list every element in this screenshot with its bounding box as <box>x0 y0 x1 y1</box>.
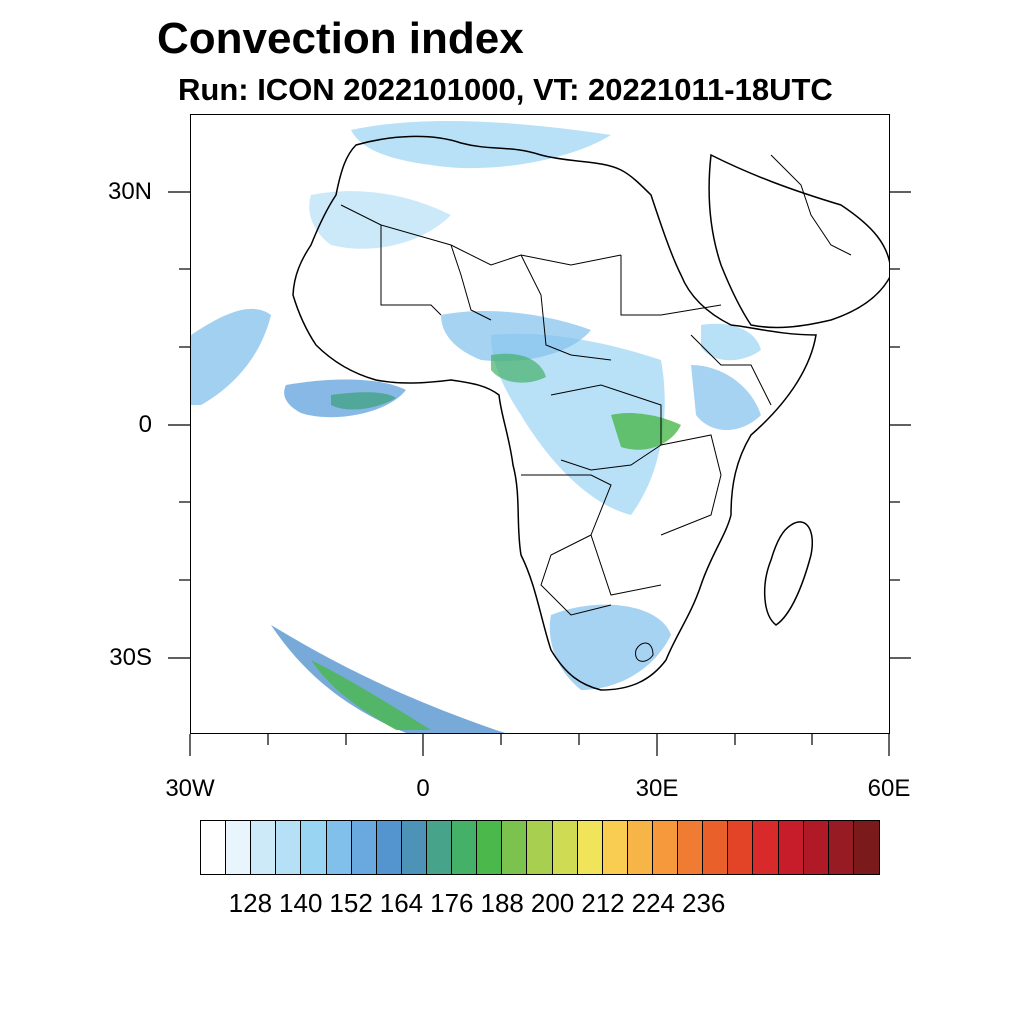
legend-swatch <box>226 821 252 874</box>
border-line <box>450 244 492 321</box>
africa-map <box>191 120 889 733</box>
legend-swatch <box>552 821 578 874</box>
africa-coastline <box>292 135 817 691</box>
legend-swatch <box>678 821 704 874</box>
shade-south-africa <box>549 604 671 690</box>
legend-swatch <box>803 821 829 874</box>
legend-label: 188 <box>480 888 524 918</box>
x-tick-label: 30W <box>165 775 215 802</box>
legend-swatch <box>201 821 227 874</box>
x-tick-label: 60E <box>867 775 911 802</box>
legend-label: 140 <box>279 888 323 918</box>
legend-swatch <box>401 821 427 874</box>
border-line <box>620 255 722 316</box>
legend-label: 224 <box>631 888 676 918</box>
border-line <box>635 642 654 662</box>
legend-swatch <box>728 821 754 874</box>
legend-swatch <box>477 821 503 874</box>
y-tick-label: 30S <box>109 644 152 671</box>
chart-subtitle: Run: ICON 2022101000, VT: 20221011-18UTC <box>178 72 833 107</box>
legend-swatch <box>703 821 729 874</box>
legend-swatch <box>627 821 653 874</box>
shade-ethiopia <box>701 323 761 361</box>
legend-label: 176 <box>430 888 474 918</box>
legend-swatch <box>301 821 327 874</box>
legend-label: 164 <box>379 888 424 918</box>
legend-swatch <box>351 821 377 874</box>
legend-swatch <box>502 821 528 874</box>
legend-swatch <box>652 821 679 874</box>
map-panel <box>190 114 890 734</box>
country-borders <box>340 154 852 662</box>
shade-nigeria <box>491 353 546 383</box>
y-tick-label: 0 <box>138 411 152 438</box>
shade-east-africa <box>691 365 761 430</box>
color-legend <box>200 820 880 875</box>
chart-title: Convection index <box>157 14 524 63</box>
legend-label: 152 <box>329 888 373 918</box>
legend-swatch <box>276 821 302 874</box>
border-line <box>540 534 612 616</box>
legend-swatch <box>251 821 277 874</box>
legend-swatch <box>452 821 478 874</box>
shade-sahel <box>441 310 591 362</box>
legend-swatch <box>753 821 779 874</box>
legend-label: 128 <box>228 888 273 918</box>
legend-swatch <box>527 821 553 874</box>
legend-label: 236 <box>682 888 726 918</box>
arabia-coastline <box>708 153 889 329</box>
legend-label: 200 <box>530 888 575 918</box>
legend-label: 212 <box>581 888 625 918</box>
shade-north-africa <box>309 191 451 249</box>
border-line <box>520 254 612 361</box>
shade-atlantic-west <box>191 308 271 405</box>
legend-swatch <box>577 821 603 874</box>
legend-swatch <box>828 821 854 874</box>
legend-swatch <box>426 821 453 874</box>
madagascar-coastline <box>763 521 813 626</box>
border-line <box>380 225 442 316</box>
border-line <box>690 334 772 406</box>
border-line <box>660 434 722 536</box>
legend-swatch <box>602 821 628 874</box>
x-tick-label: 30E <box>635 775 679 802</box>
shade-congo-core <box>611 413 681 450</box>
border-line <box>521 474 662 596</box>
x-tick-label: 0 <box>416 775 430 802</box>
convection-shading <box>191 120 761 733</box>
legend-swatch <box>326 821 352 874</box>
shade-southern-ocean-core <box>311 660 431 730</box>
shade-gulf-guinea-core <box>331 392 396 410</box>
legend-swatch <box>853 821 879 874</box>
coastlines <box>292 135 889 691</box>
y-tick-label: 30N <box>107 178 152 205</box>
legend-swatch <box>376 821 402 874</box>
border-line <box>770 154 852 256</box>
legend-swatch <box>778 821 804 874</box>
